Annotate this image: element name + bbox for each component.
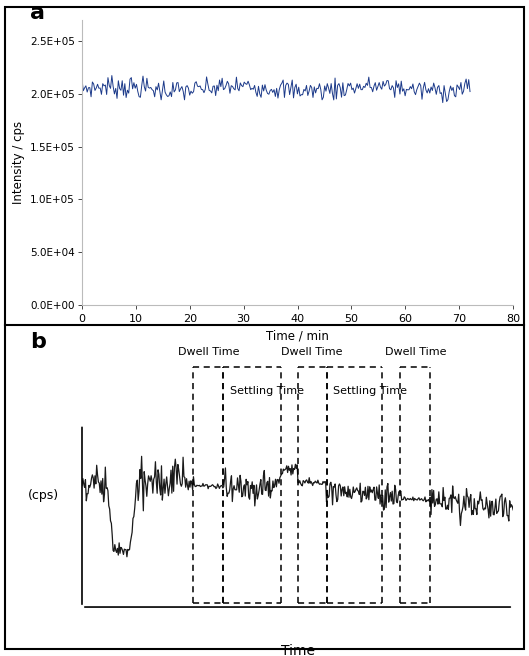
Text: Dwell Time: Dwell Time	[385, 347, 446, 358]
Y-axis label: Intensity / cps: Intensity / cps	[12, 121, 25, 204]
X-axis label: Time / min: Time / min	[266, 329, 329, 342]
Text: Dwell Time: Dwell Time	[178, 347, 239, 358]
Text: Time: Time	[280, 644, 315, 656]
Text: Settling Time: Settling Time	[333, 386, 407, 396]
Text: Settling Time: Settling Time	[230, 386, 304, 396]
Text: (cps): (cps)	[28, 489, 59, 502]
Text: b: b	[30, 331, 46, 352]
Text: Dwell Time: Dwell Time	[281, 347, 343, 358]
Text: a: a	[30, 3, 45, 22]
